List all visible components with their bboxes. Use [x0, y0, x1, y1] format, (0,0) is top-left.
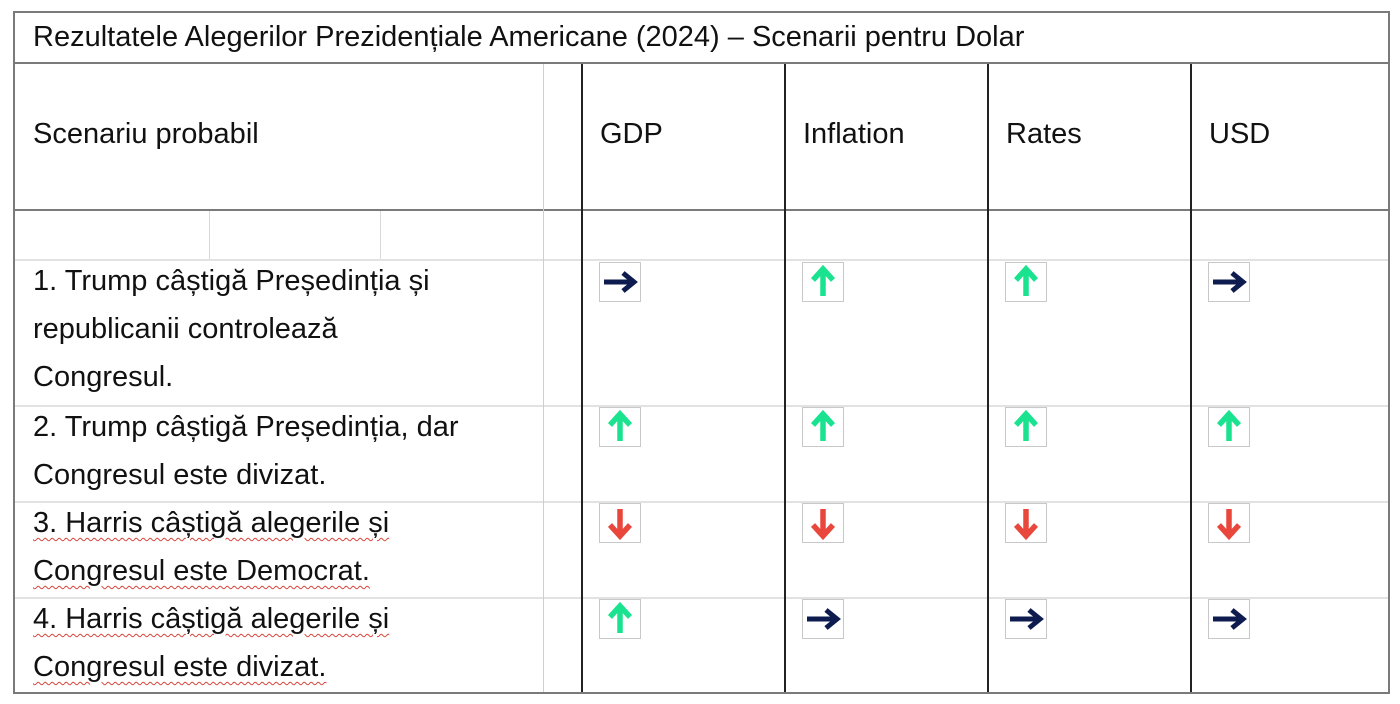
scenario-text: 2. Trump câștigă Președinția, dar Congre…	[33, 403, 533, 499]
arrow-up-icon	[600, 408, 640, 446]
column-header-inflation: Inflation	[803, 118, 905, 150]
arrow-up-icon	[600, 600, 640, 638]
column-header-gdp: GDP	[600, 118, 663, 150]
arrow-up-icon	[1209, 408, 1249, 446]
spell-flagged-text: 4. Harris câștigă alegerile și	[33, 603, 390, 635]
scenario-line: Congresul este divizat.	[33, 459, 327, 491]
arrow-up-icon	[1006, 408, 1046, 446]
arrow-up-icon	[803, 263, 843, 301]
arrow-right-icon	[600, 263, 640, 301]
spell-flagged-text: Congresul este divizat.	[33, 651, 327, 683]
divider	[15, 405, 1388, 407]
rates-indicator	[1005, 262, 1047, 302]
scenario-line: Congresul este Democrat.	[33, 547, 533, 595]
divider	[15, 209, 1388, 211]
inflation-indicator	[802, 599, 844, 639]
gdp-indicator	[599, 503, 641, 543]
scenario-line: 3. Harris câștigă alegerile și	[33, 499, 533, 547]
scenario-column-header: Scenariu probabil	[33, 118, 259, 150]
gdp-indicator	[599, 407, 641, 447]
divider	[15, 501, 1388, 503]
divider	[543, 64, 544, 692]
divider	[15, 62, 1388, 64]
arrow-down-icon	[600, 504, 640, 542]
usd-indicator	[1208, 599, 1250, 639]
scenario-text: 1. Trump câștigă Președinția și republic…	[33, 257, 533, 401]
divider	[15, 597, 1388, 599]
arrow-right-icon	[1209, 263, 1249, 301]
scenario-line: 2. Trump câștigă Președinția, dar	[33, 411, 459, 443]
arrow-right-icon	[803, 600, 843, 638]
scenario-line: 4. Harris câștigă alegerile și	[33, 595, 533, 643]
spell-flagged-text: 3. Harris câștigă alegerile și	[33, 507, 390, 539]
table-title: Rezultatele Alegerilor Prezidențiale Ame…	[33, 21, 1025, 53]
scenario-text: 4. Harris câștigă alegerile și Congresul…	[33, 595, 533, 691]
divider	[784, 64, 786, 692]
usd-indicator	[1208, 262, 1250, 302]
column-header-usd: USD	[1209, 118, 1271, 150]
gdp-indicator	[599, 262, 641, 302]
scenario-text: 3. Harris câștigă alegerile și Congresul…	[33, 499, 533, 595]
scenario-table: Rezultatele Alegerilor Prezidențiale Ame…	[13, 11, 1390, 694]
divider	[581, 64, 583, 692]
arrow-down-icon	[1006, 504, 1046, 542]
rates-indicator	[1005, 599, 1047, 639]
inflation-indicator	[802, 407, 844, 447]
divider	[209, 211, 210, 259]
scenario-line: Congresul.	[33, 361, 174, 393]
scenario-line: Congresul este divizat.	[33, 643, 533, 691]
arrow-right-icon	[1209, 600, 1249, 638]
column-header-rates: Rates	[1006, 118, 1082, 150]
arrow-down-icon	[803, 504, 843, 542]
usd-indicator	[1208, 407, 1250, 447]
divider	[15, 259, 1388, 261]
usd-indicator	[1208, 503, 1250, 543]
divider	[987, 64, 989, 692]
arrow-up-icon	[1006, 263, 1046, 301]
scenario-line: 1. Trump câștigă Președinția și	[33, 265, 430, 297]
spell-flagged-text: Congresul este Democrat.	[33, 555, 370, 587]
gdp-indicator	[599, 599, 641, 639]
arrow-up-icon	[803, 408, 843, 446]
divider	[1190, 64, 1192, 692]
rates-indicator	[1005, 503, 1047, 543]
rates-indicator	[1005, 407, 1047, 447]
divider	[380, 211, 381, 259]
inflation-indicator	[802, 262, 844, 302]
arrow-down-icon	[1209, 504, 1249, 542]
inflation-indicator	[802, 503, 844, 543]
scenario-line: republicanii controlează	[33, 313, 338, 345]
arrow-right-icon	[1006, 600, 1046, 638]
